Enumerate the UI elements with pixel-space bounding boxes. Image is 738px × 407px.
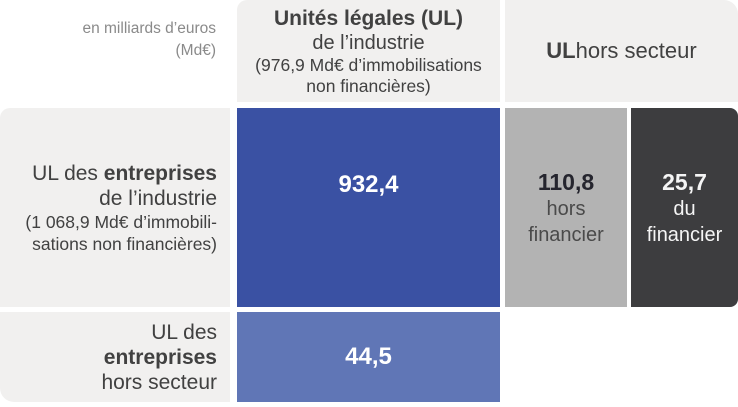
- row-label-industry-enterprises: UL des entreprises de l’industrie (1 068…: [0, 108, 230, 307]
- row-label-outside-enterprises: UL des entreprises hors secteur: [0, 312, 230, 402]
- unit-note-line1: en milliards d’euros: [82, 20, 216, 37]
- value-932: 932,4: [338, 171, 399, 198]
- value-110: 110,8: [537, 168, 595, 195]
- value-25: 25,7: [662, 168, 707, 195]
- header-outside-bold: UL: [546, 38, 576, 63]
- cell-industry-ul-of-outside-enterprises: 44,5: [237, 312, 500, 402]
- value-44: 44,5: [345, 343, 392, 370]
- row-outside-line3: hors secteur: [101, 370, 217, 394]
- unit-note: en milliards d’euros (Md€): [0, 0, 230, 102]
- cell-outside-ul-nonfinancial: 110,8 hors financier: [505, 108, 627, 307]
- header-industry-title: Unités légales (UL): [273, 6, 464, 30]
- value-25-label-line1: du: [673, 197, 696, 220]
- column-header-industry-ul: Unités légales (UL) de l’industrie (976,…: [237, 0, 500, 102]
- header-industry-note-line1: (976,9 Md€ d’immobilisations: [255, 54, 482, 75]
- column-header-outside-ul: UL hors secteur: [505, 0, 738, 102]
- row-industry-line4: sations non financières): [32, 233, 217, 254]
- row-industry-line1-bold: entreprises: [103, 161, 217, 185]
- row-outside-line2: entreprises: [103, 345, 217, 369]
- row-industry-line3: (1 068,9 Md€ d’immobili-: [25, 211, 217, 232]
- cell-outside-ul-financial: 25,7 du financier: [631, 108, 738, 307]
- row-industry-line1: UL des entreprises: [32, 161, 217, 186]
- header-outside-rest: hors secteur: [575, 38, 697, 63]
- value-110-label-line2: financier: [528, 223, 604, 246]
- value-110-label-line1: hors: [546, 197, 586, 220]
- row-industry-line1-prefix: UL des: [32, 161, 104, 185]
- row-outside-line1: UL des: [151, 320, 217, 344]
- value-25-label-line2: financier: [646, 223, 723, 246]
- header-industry-subtitle: de l’industrie: [312, 31, 425, 54]
- row-industry-line2: de l’industrie: [99, 186, 217, 210]
- unit-note-line2: (Md€): [175, 42, 216, 59]
- cell-industry-ul-of-industry-enterprises: 932,4: [237, 108, 500, 307]
- header-industry-note-line2: non financières): [306, 75, 431, 96]
